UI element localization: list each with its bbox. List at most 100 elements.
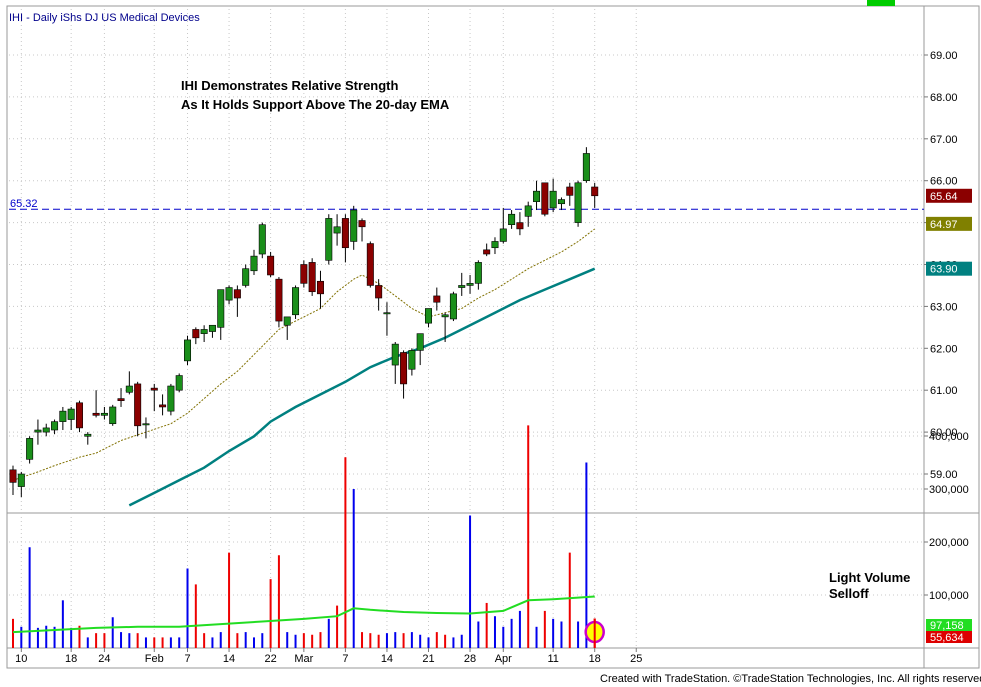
candle: [557, 197, 565, 211]
price-marker-box: [926, 216, 972, 231]
candle: [483, 243, 491, 257]
time-tick-label: 22: [264, 653, 276, 665]
volume-marker-box: [926, 631, 972, 643]
candle-body: [366, 243, 374, 286]
candle-body: [217, 289, 225, 328]
candle: [375, 279, 383, 311]
candle: [449, 291, 457, 322]
price-marker: 65.64: [926, 188, 972, 203]
candle-body: [42, 427, 50, 433]
candle: [142, 417, 150, 439]
candle: [184, 335, 192, 366]
volume-note-line-2: Selloff: [829, 586, 869, 601]
candle-body: [441, 314, 449, 318]
candle-body: [233, 289, 241, 299]
time-tick-label: Mar: [294, 653, 313, 665]
candle-body: [582, 153, 590, 181]
price-marker-label: 64.97: [930, 219, 958, 231]
candle-body: [383, 312, 391, 315]
price-tick-label: 69.00: [930, 50, 958, 62]
headline-line-2: As It Holds Support Above The 20-day EMA: [181, 97, 450, 112]
time-tick-label: 10: [15, 653, 27, 665]
candle: [283, 316, 291, 340]
candle: [325, 214, 333, 265]
candle: [474, 260, 482, 290]
candle-body: [375, 285, 383, 299]
candle-body: [508, 213, 516, 225]
candle: [84, 432, 92, 445]
time-tick-label: 25: [630, 653, 642, 665]
candle: [109, 404, 117, 426]
candle-body: [167, 385, 175, 412]
headline-line-1: IHI Demonstrates Relative Strength: [181, 78, 399, 93]
time-tick-label: Apr: [495, 653, 512, 665]
candle: [308, 258, 316, 296]
candle: [292, 285, 300, 319]
status-indicator: [867, 0, 895, 6]
candle-body: [250, 255, 258, 272]
candle: [192, 327, 200, 345]
candle: [300, 260, 308, 288]
candle-body: [9, 469, 17, 483]
candle: [491, 237, 499, 255]
candle: [541, 182, 549, 217]
price-marker-label: 65.64: [930, 191, 958, 203]
time-tick-label: 14: [223, 653, 235, 665]
candle: [100, 406, 108, 420]
candle: [416, 333, 424, 366]
candle-body: [92, 412, 100, 416]
candle: [233, 285, 241, 317]
candle-body: [51, 421, 59, 431]
candle: [400, 350, 408, 399]
candle: [582, 147, 590, 183]
candle-body: [275, 278, 283, 322]
time-tick-label: 18: [65, 653, 77, 665]
volume-tick-label: 200,000: [929, 537, 969, 549]
candle-body: [84, 433, 92, 437]
candle-body: [483, 249, 491, 255]
candle-body: [142, 423, 150, 426]
time-tick-label: 28: [464, 653, 476, 665]
candle-body: [466, 283, 474, 286]
candle: [175, 373, 183, 393]
candle-body: [333, 226, 341, 234]
time-tick-label: 21: [422, 653, 434, 665]
candle: [134, 381, 142, 437]
candle-body: [449, 293, 457, 320]
candle: [75, 400, 83, 433]
candle: [34, 419, 42, 445]
candle: [549, 178, 557, 213]
candle-body: [242, 268, 250, 286]
candle-body: [125, 385, 133, 393]
candle: [383, 302, 391, 336]
candle: [9, 465, 17, 495]
candle-body: [516, 222, 524, 230]
chart-title: IHI - Daily iShs DJ US Medical Devices: [9, 12, 200, 24]
volume-tick-label: 100,000: [929, 590, 969, 602]
candle-body: [192, 329, 200, 339]
candle-body: [134, 383, 142, 427]
price-tick-label: 62.00: [930, 343, 958, 355]
candle-body: [283, 316, 291, 326]
candle: [267, 251, 275, 278]
candle: [167, 383, 175, 416]
time-tick-label: 7: [184, 653, 190, 665]
candle: [125, 371, 133, 395]
candle: [441, 312, 449, 343]
candle: [150, 383, 158, 412]
price-marker-label: 63.90: [930, 264, 958, 276]
candle-body: [316, 280, 324, 295]
price-tick-label: 61.00: [930, 385, 958, 397]
candle-body: [533, 190, 541, 202]
candle: [574, 180, 582, 227]
candle: [67, 406, 75, 431]
candle-body: [26, 438, 34, 460]
volume-note-line-1: Light Volume: [829, 570, 910, 585]
candle-body: [400, 352, 408, 385]
price-tick-label: 63.00: [930, 301, 958, 313]
candle-body: [433, 295, 441, 303]
price-marker-box: [926, 261, 972, 276]
candle: [200, 325, 208, 343]
time-tick-label: Feb: [145, 653, 164, 665]
